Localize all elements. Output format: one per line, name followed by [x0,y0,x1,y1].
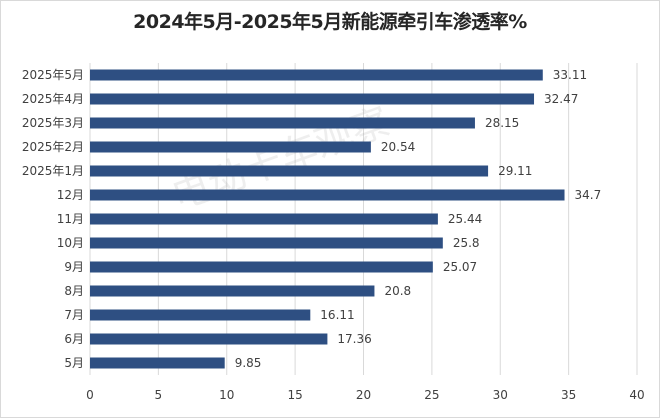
category-label: 12月 [57,188,84,202]
value-label: 25.44 [448,212,482,226]
bar [90,141,371,153]
category-label: 2025年1月 [22,164,84,178]
value-label: 17.36 [337,332,371,346]
category-label: 2025年2月 [22,140,84,154]
category-label: 2025年5月 [22,68,84,82]
chart-title: 2024年5月-2025年5月新能源牵引车渗透率% [133,11,527,33]
x-tick-label: 30 [493,388,508,402]
value-label: 28.15 [485,116,519,130]
x-tick-label: 5 [155,388,163,402]
watermark: 电动卡车观察 [166,99,395,218]
x-tick-label: 20 [356,388,371,402]
value-label: 16.11 [320,308,354,322]
bar [90,93,535,105]
x-tick-label: 0 [86,388,94,402]
bar [90,309,311,321]
x-tick-label: 10 [219,388,234,402]
value-label: 34.7 [575,188,602,202]
value-label: 25.07 [443,260,477,274]
category-label: 7月 [64,308,84,322]
value-label: 33.11 [553,68,587,82]
category-labels: 2025年5月 2025年4月 2025年3月 2025年2月 2025年1月 12月 11… [22,68,84,370]
x-tick-labels: 0 5 10 15 20 25 30 35 40 [86,388,644,402]
category-label: 5月 [64,356,84,370]
value-label: 20.54 [381,140,415,154]
value-labels: 33.11 32.47 28.15 20.54 29.11 34.7 25.44 25.8 25… [235,68,602,370]
bars [90,69,565,369]
category-label: 6月 [64,332,84,346]
bar [90,237,443,249]
bar [90,117,475,129]
category-label: 11月 [57,212,84,226]
category-label: 9月 [64,260,84,274]
category-label: 8月 [64,284,84,298]
bar [90,69,543,81]
value-label: 20.8 [384,284,411,298]
value-label: 25.8 [453,236,480,250]
bar [90,189,565,201]
x-tick-label: 40 [629,388,644,402]
bar [90,357,225,369]
category-label: 2025年3月 [22,116,84,130]
bar [90,261,433,273]
x-tick-label: 35 [561,388,576,402]
x-tick-label: 15 [287,388,302,402]
bar [90,213,438,225]
value-label: 32.47 [544,92,578,106]
x-tick-label: 25 [424,388,439,402]
bar [90,333,328,345]
category-label: 2025年4月 [22,92,84,106]
bar [90,285,375,297]
value-label: 29.11 [498,164,532,178]
category-label: 10月 [57,236,84,250]
bar [90,165,489,177]
value-label: 9.85 [235,356,262,370]
